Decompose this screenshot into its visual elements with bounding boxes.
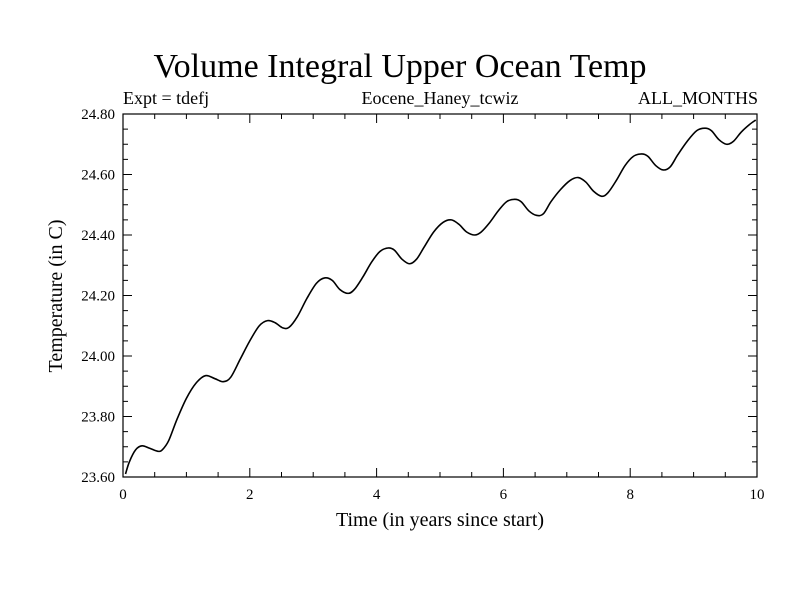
x-tick-label: 10: [750, 487, 765, 503]
y-tick-label: 24.00: [81, 349, 115, 365]
experiment-label: Expt = tdefj: [123, 88, 210, 108]
x-axis-label: Time (in years since start): [336, 509, 544, 531]
y-tick-label: 24.20: [81, 289, 115, 305]
y-tick-labels: 23.60 23.80 24.00 24.20 24.40 24.60 24.80: [81, 107, 115, 486]
x-tick-label: 6: [500, 487, 508, 503]
plot-frame: [122, 113, 758, 478]
x-tick-label: 0: [119, 487, 127, 503]
x-tick-labels: 0 2 4 6 8 10: [119, 487, 764, 503]
y-tick-label: 23.80: [81, 410, 115, 426]
y-axis-label: Temperature (in C): [45, 220, 67, 373]
y-tick-label: 23.60: [81, 470, 115, 486]
chart-title: Volume Integral Upper Ocean Temp: [153, 48, 647, 85]
run-name-label: Eocene_Haney_tcwiz: [361, 88, 519, 108]
x-tick-label: 2: [246, 487, 254, 503]
x-tick-label: 8: [626, 487, 634, 503]
axis-ticks: [122, 113, 758, 478]
y-tick-label: 24.80: [81, 107, 115, 123]
temperature-series-line: [124, 119, 757, 475]
y-tick-label: 24.60: [81, 168, 115, 184]
x-tick-label: 4: [373, 487, 381, 503]
months-label: ALL_MONTHS: [638, 88, 758, 108]
y-tick-label: 24.40: [81, 228, 115, 244]
